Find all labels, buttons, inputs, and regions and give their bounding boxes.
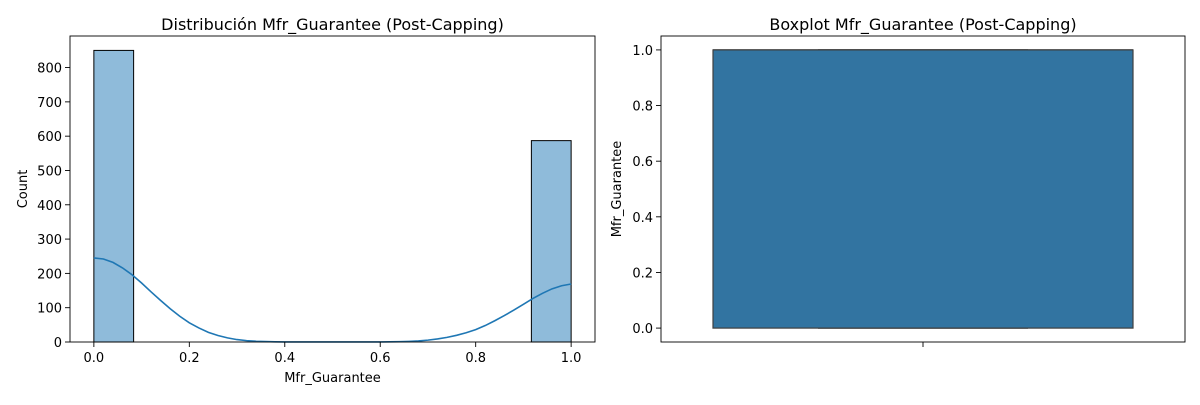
histogram-x-tick-label-1: 0.2 xyxy=(179,351,200,366)
boxplot-y-tick-label-3: 0.6 xyxy=(632,155,653,170)
boxplot-y-tick-label-0: 0.0 xyxy=(632,322,653,337)
histogram-y-tick-label-3: 300 xyxy=(37,233,62,248)
boxplot-y-label: Mfr_Guarantee xyxy=(610,141,625,238)
histogram-bar-1 xyxy=(530,140,572,343)
histogram-x-tick-label-0: 0.0 xyxy=(84,351,105,366)
histogram-y-tick-label-6: 600 xyxy=(37,130,62,145)
histogram-x-tick-label-4: 0.8 xyxy=(465,351,486,366)
histogram-y-tick-label-8: 800 xyxy=(37,62,62,77)
histogram-y-tick-label-2: 200 xyxy=(37,267,62,282)
boxplot-box xyxy=(712,49,1134,329)
histogram-x-tick-label-3: 0.6 xyxy=(370,351,391,366)
histogram-title: Distribución Mfr_Guarantee (Post-Capping… xyxy=(161,15,504,35)
histogram-x-ticks: 0.0 0.2 0.4 0.6 0.8 1.0 xyxy=(84,342,582,366)
histogram-bars xyxy=(93,49,572,343)
histogram-x-label: Mfr_Guarantee xyxy=(284,371,381,386)
histogram-x-tick-label-5: 1.0 xyxy=(561,351,582,366)
histogram-plot-frame xyxy=(69,35,596,343)
boxplot-title: Boxplot Mfr_Guarantee (Post-Capping) xyxy=(769,15,1076,35)
boxplot-y-tick-label-5: 1.0 xyxy=(632,44,653,59)
histogram-y-tick-label-7: 700 xyxy=(37,96,62,111)
histogram-y-tick-label-1: 100 xyxy=(37,302,62,317)
boxplot-y-tick-label-1: 0.2 xyxy=(632,266,653,281)
histogram-chart: Distribución Mfr_Guarantee (Post-Capping… xyxy=(16,15,596,386)
kde-curve xyxy=(93,257,572,343)
histogram-y-ticks: 0 100 200 300 400 500 600 700 800 xyxy=(37,62,70,351)
histogram-y-tick-label-0: 0 xyxy=(54,336,62,351)
boxplot-y-ticks: 0.0 0.2 0.4 0.6 0.8 1.0 xyxy=(632,44,661,337)
histogram-x-tick-label-2: 0.4 xyxy=(274,351,295,366)
histogram-y-tick-label-4: 400 xyxy=(37,199,62,214)
boxplot-y-tick-label-4: 0.8 xyxy=(632,100,653,115)
boxplot-body xyxy=(712,49,1134,329)
histogram-bar-0 xyxy=(93,49,135,343)
histogram-y-tick-label-5: 500 xyxy=(37,164,62,179)
boxplot-y-tick-label-2: 0.4 xyxy=(632,211,653,226)
boxplot-chart: Boxplot Mfr_Guarantee (Post-Capping) 0.0… xyxy=(610,15,1186,347)
histogram-y-label: Count xyxy=(16,170,31,209)
